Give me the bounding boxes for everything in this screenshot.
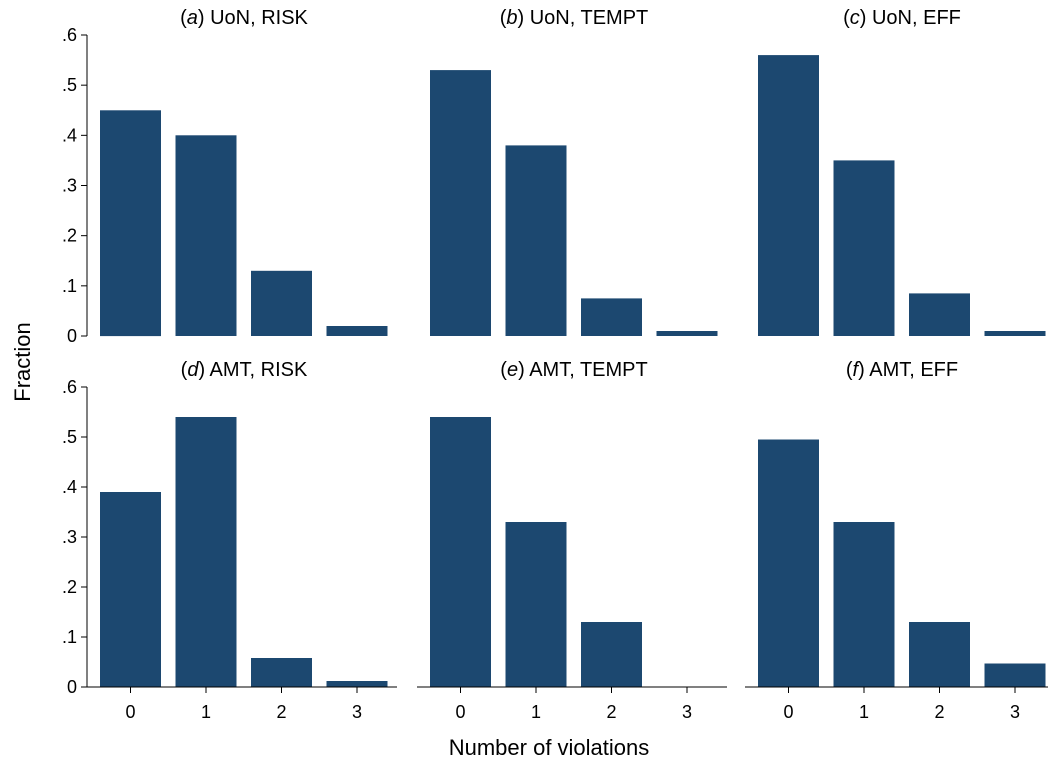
y-tick-label: .2 — [62, 577, 77, 597]
bar-a-1 — [175, 135, 237, 336]
bar-d-1 — [175, 417, 237, 687]
x-tick-label: 1 — [531, 702, 541, 722]
bar-a-2 — [251, 270, 312, 336]
y-tick-label: .3 — [62, 527, 77, 547]
x-tick-label: 0 — [783, 702, 793, 722]
x-tick-label: 3 — [682, 702, 692, 722]
panel-title: (a) UoN, RISK — [180, 7, 308, 29]
bar-b-0 — [430, 70, 491, 336]
bar-c-2 — [909, 293, 970, 336]
x-axis-label: Number of violations — [449, 735, 650, 760]
bar-e-1 — [505, 522, 567, 687]
y-tick-label: .6 — [62, 377, 77, 397]
bar-d-2 — [251, 658, 312, 687]
x-tick-label: 2 — [934, 702, 944, 722]
y-tick-label: .4 — [62, 477, 77, 497]
bar-b-2 — [581, 298, 642, 336]
panel-title: (e) AMT, TEMPT — [500, 359, 647, 381]
panel-e: 0 1 2 3 (e) AMT, TEMPT — [417, 359, 727, 722]
y-tick-label: .6 — [62, 25, 77, 45]
x-tick-label: 0 — [455, 702, 465, 722]
x-tick-label: 0 — [125, 702, 135, 722]
bar-b-3 — [656, 331, 718, 336]
chart-panels: 0 .1 .2 .3 .4 .5 .6 (a) UoN, RISK (b) UoN, TEMPT… — [62, 7, 1048, 722]
bar-a-0 — [100, 110, 161, 337]
bar-f-3 — [984, 663, 1046, 687]
bar-f-0 — [758, 439, 819, 687]
y-tick-label: .5 — [62, 75, 77, 95]
panel-a: 0 .1 .2 .3 .4 .5 .6 (a) UoN, RISK — [62, 7, 388, 346]
bar-c-1 — [833, 160, 895, 336]
bar-a-3 — [326, 326, 388, 336]
bar-f-1 — [833, 522, 895, 687]
x-tick-label: 1 — [859, 702, 869, 722]
x-tick-label: 2 — [606, 702, 616, 722]
panel-c: (c) UoN, EFF — [758, 7, 1046, 336]
bar-d-3 — [326, 681, 388, 687]
x-tick-label: 3 — [1010, 702, 1020, 722]
bar-f-2 — [909, 622, 970, 687]
panel-title: (f) AMT, EFF — [846, 359, 958, 381]
bar-e-2 — [581, 622, 642, 687]
panel-d: 0 .1 .2 .3 .4 .5 .6 0 1 2 3 (d) AMT, RISK — [62, 359, 397, 722]
y-tick-label: 0 — [67, 677, 77, 697]
panel-title: (d) AMT, RISK — [181, 359, 308, 381]
y-tick-label: .1 — [62, 627, 77, 647]
panel-title: (b) UoN, TEMPT — [500, 7, 649, 29]
panel-b: (b) UoN, TEMPT — [430, 7, 718, 336]
bar-e-0 — [430, 417, 491, 687]
bar-b-1 — [505, 145, 567, 336]
y-tick-label: 0 — [67, 326, 77, 346]
panel-f: 0 1 2 3 (f) AMT, EFF — [745, 359, 1048, 722]
bar-d-0 — [100, 492, 161, 687]
y-axis-label: Fraction — [10, 322, 35, 401]
bar-c-3 — [984, 331, 1046, 336]
y-tick-label: .4 — [62, 125, 77, 145]
y-tick-label: .3 — [62, 176, 77, 196]
x-tick-label: 2 — [276, 702, 286, 722]
y-tick-label: .5 — [62, 427, 77, 447]
x-tick-label: 3 — [352, 702, 362, 722]
panel-title: (c) UoN, EFF — [843, 7, 961, 29]
x-tick-label: 1 — [201, 702, 211, 722]
y-tick-label: .1 — [62, 276, 77, 296]
y-tick-label: .2 — [62, 226, 77, 246]
bar-c-0 — [758, 55, 819, 336]
